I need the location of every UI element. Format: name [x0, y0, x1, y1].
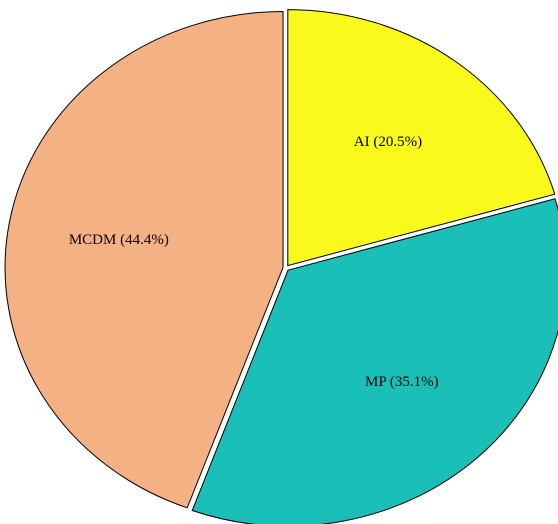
slice-label: MP (35.1%) — [365, 374, 439, 390]
slice-label: AI (20.5%) — [354, 134, 422, 150]
pie-slice — [4, 10, 284, 509]
pie-slice — [191, 198, 558, 524]
slice-label: MCDM (44.4%) — [69, 232, 169, 248]
pie-slice — [287, 9, 556, 267]
